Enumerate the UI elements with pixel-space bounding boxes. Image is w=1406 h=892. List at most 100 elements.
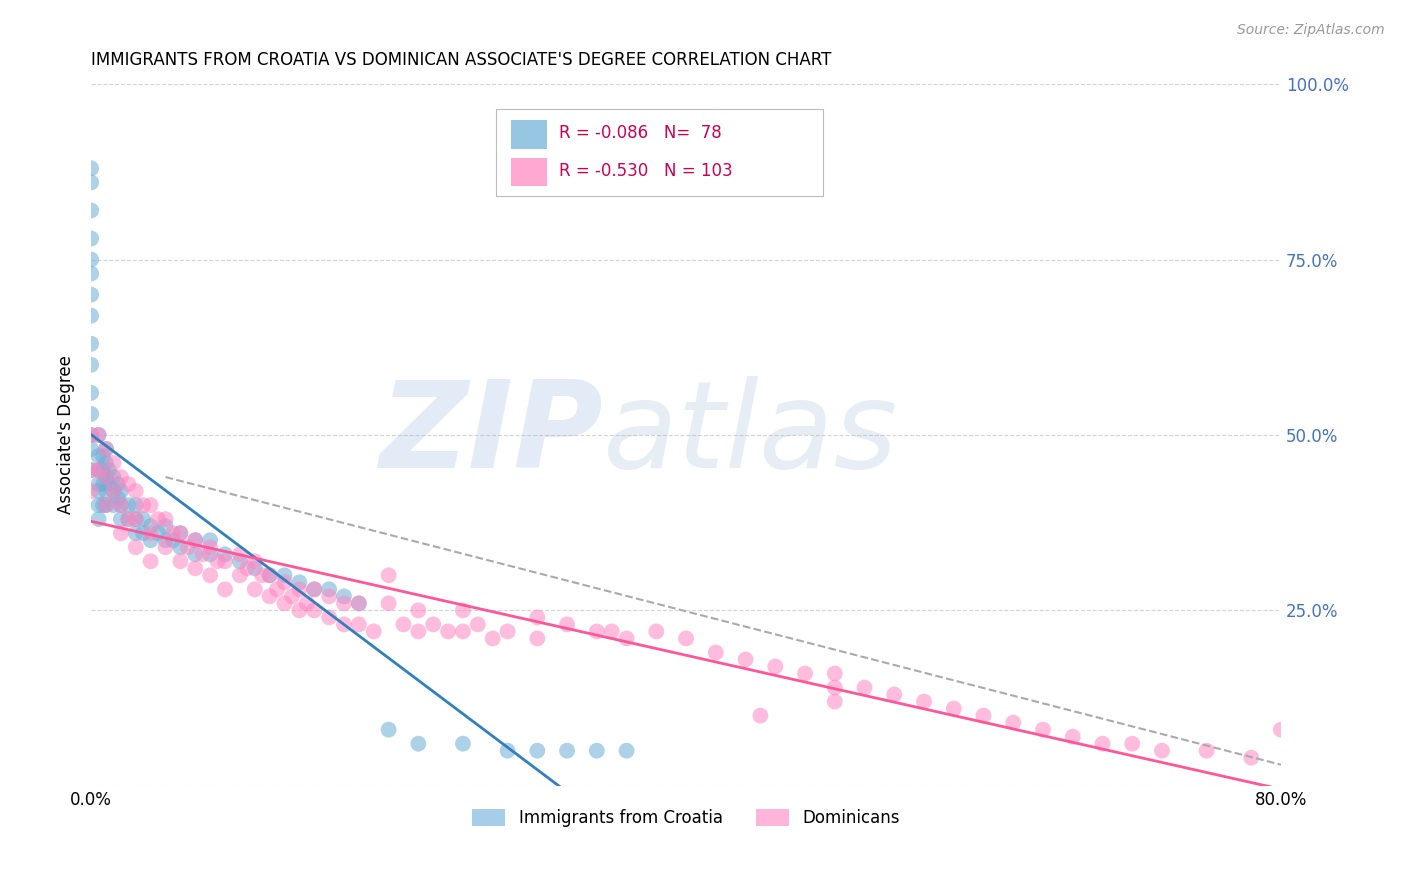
Point [125, 498, 148, 512]
Point [139, 554, 162, 568]
Point [585, 624, 607, 639]
Point [229, 554, 252, 568]
Point [259, 568, 281, 582]
Point [169, 540, 191, 554]
Point [184, 561, 207, 575]
Point [616, 632, 638, 646]
Point [214, 554, 236, 568]
Point [481, 632, 503, 646]
Point [146, 526, 169, 541]
Point [80, 428, 103, 442]
Point [794, 666, 817, 681]
Point [616, 744, 638, 758]
Point [266, 582, 288, 597]
Point [91, 498, 114, 512]
Point [585, 744, 607, 758]
Point [288, 603, 311, 617]
Point [110, 470, 132, 484]
Point [107, 477, 129, 491]
Point [451, 624, 474, 639]
Point [302, 603, 325, 617]
Point [125, 512, 148, 526]
Point [139, 519, 162, 533]
Point [1002, 715, 1025, 730]
Point [87, 428, 110, 442]
Text: R = -0.530   N = 103: R = -0.530 N = 103 [558, 161, 733, 180]
Point [110, 526, 132, 541]
Point [198, 547, 221, 561]
Point [555, 744, 578, 758]
Point [229, 568, 252, 582]
Point [824, 666, 846, 681]
Point [98, 477, 121, 491]
Point [94, 470, 117, 484]
Point [103, 456, 125, 470]
Point [734, 652, 756, 666]
Point [103, 484, 125, 499]
FancyBboxPatch shape [496, 109, 823, 196]
Point [162, 533, 184, 548]
Point [80, 407, 103, 421]
Point [763, 659, 786, 673]
Point [87, 477, 110, 491]
Point [198, 568, 221, 582]
Point [347, 596, 370, 610]
Point [408, 624, 430, 639]
Point [184, 533, 207, 548]
Point [91, 449, 114, 463]
Point [347, 617, 370, 632]
Point [496, 624, 519, 639]
Point [824, 695, 846, 709]
Legend: Immigrants from Croatia, Dominicans: Immigrants from Croatia, Dominicans [465, 802, 907, 834]
Point [87, 449, 110, 463]
Point [229, 547, 252, 561]
Point [1091, 737, 1114, 751]
Point [259, 590, 281, 604]
Point [107, 491, 129, 505]
Point [749, 708, 772, 723]
Point [318, 610, 340, 624]
Point [250, 568, 273, 582]
Point [103, 484, 125, 499]
Point [408, 737, 430, 751]
Point [117, 498, 139, 512]
Point [162, 526, 184, 541]
Point [526, 632, 548, 646]
Point [80, 175, 103, 189]
Point [94, 470, 117, 484]
Point [132, 498, 155, 512]
Point [80, 203, 103, 218]
Point [437, 624, 460, 639]
Point [451, 603, 474, 617]
Point [288, 582, 311, 597]
Point [125, 540, 148, 554]
Text: atlas: atlas [603, 376, 898, 493]
Point [125, 512, 148, 526]
Point [408, 603, 430, 617]
Point [191, 547, 214, 561]
Point [1240, 750, 1263, 764]
Point [87, 498, 110, 512]
Point [80, 428, 103, 442]
Point [302, 582, 325, 597]
Point [302, 582, 325, 597]
Point [169, 526, 191, 541]
Point [600, 624, 623, 639]
Point [155, 540, 177, 554]
Point [1121, 737, 1143, 751]
Point [198, 533, 221, 548]
Text: ZIP: ZIP [380, 376, 603, 493]
Point [80, 309, 103, 323]
Point [94, 498, 117, 512]
Point [295, 596, 318, 610]
Point [363, 624, 385, 639]
Point [80, 252, 103, 267]
Point [243, 561, 266, 575]
Point [103, 470, 125, 484]
Point [883, 688, 905, 702]
Point [273, 596, 295, 610]
Point [87, 484, 110, 499]
Point [214, 582, 236, 597]
Point [1195, 744, 1218, 758]
Point [496, 744, 519, 758]
